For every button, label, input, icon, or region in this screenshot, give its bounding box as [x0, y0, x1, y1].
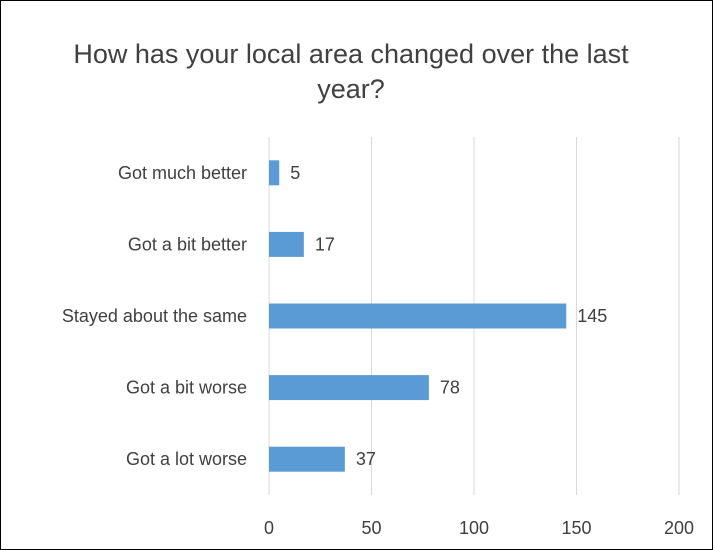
bar — [269, 160, 280, 186]
x-tick-label: 150 — [561, 518, 591, 538]
x-tick-label: 50 — [361, 518, 381, 538]
x-tick-label: 0 — [264, 518, 274, 538]
category-label: Got a bit better — [128, 234, 247, 254]
category-label: Stayed about the same — [62, 306, 247, 326]
data-label: 17 — [315, 234, 335, 254]
x-tick-label: 100 — [459, 518, 489, 538]
bar — [269, 303, 567, 329]
data-label: 37 — [356, 449, 376, 469]
data-label: 145 — [577, 306, 607, 326]
bar — [269, 446, 345, 472]
category-label: Got a bit worse — [126, 378, 247, 398]
data-label: 5 — [290, 163, 300, 183]
data-label: 78 — [440, 378, 460, 398]
x-tick-label: 200 — [664, 518, 694, 538]
category-label: Got a lot worse — [126, 449, 247, 469]
chart-title: How has your local area changed over the… — [73, 39, 629, 104]
bar — [269, 231, 304, 257]
bar — [269, 375, 429, 401]
category-label: Got much better — [118, 163, 247, 183]
